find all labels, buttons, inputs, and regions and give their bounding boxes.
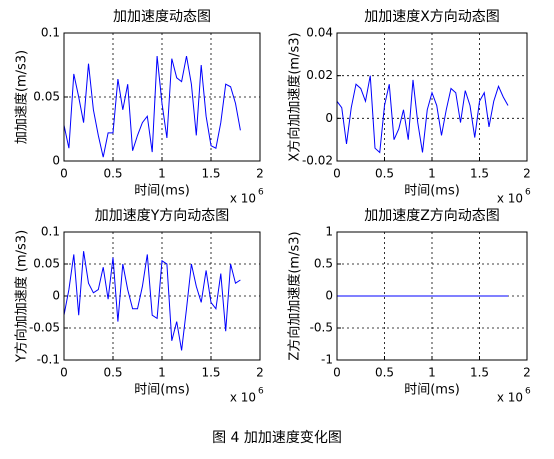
y-tick-label: 0.1 xyxy=(41,26,60,40)
y-axis-label: 加加速度(m/s3) xyxy=(14,50,30,144)
x-axis-label: 时间(ms) xyxy=(404,383,460,398)
x-tick-label: 0 xyxy=(60,366,68,380)
x-tick-label: 0 xyxy=(333,167,341,181)
y-tick-label: -0.1 xyxy=(37,353,60,367)
x-tick-label: 0 xyxy=(333,366,341,380)
y-tick-label: 0 xyxy=(52,289,60,303)
axes-box xyxy=(63,231,261,361)
x-tick-label: 2 xyxy=(523,167,531,181)
x-tick-label: 1.5 xyxy=(470,167,489,181)
y-tick-label: -0.02 xyxy=(302,154,333,168)
y-tick-label: 0.1 xyxy=(41,225,60,239)
x-scale-base: x 10 xyxy=(497,391,523,405)
x-scale-exponent: 6 xyxy=(525,188,531,198)
y-axis-label: Y方向加加速度 (m/s3) xyxy=(14,230,30,363)
chart-title: 加加速度X方向动态图 xyxy=(364,9,500,25)
y-axis-label: X方向加加速度(m/s3) xyxy=(287,32,303,161)
chart-title: 加加速度Z方向动态图 xyxy=(364,208,500,224)
y-tick-label: 0 xyxy=(325,289,333,303)
y-tick-label: 0.05 xyxy=(33,257,60,271)
data-line xyxy=(63,251,241,351)
x-tick-label: 1.5 xyxy=(470,366,489,380)
x-tick-label: 0.5 xyxy=(103,366,122,380)
x-scale-exponent: 6 xyxy=(525,387,531,397)
figure-caption: 图 4 加加速度变化图 xyxy=(212,430,342,446)
y-tick-label: 0 xyxy=(325,111,333,125)
axes-box xyxy=(336,231,528,361)
x-axis-label: 时间(ms) xyxy=(134,184,190,199)
y-tick-label: -0.5 xyxy=(310,321,333,335)
x-tick-label: 2 xyxy=(523,366,531,380)
plot-area xyxy=(337,33,527,161)
y-tick-label: -1 xyxy=(321,353,333,367)
x-tick-label: 1.5 xyxy=(201,366,220,380)
x-tick-label: 2 xyxy=(256,167,264,181)
data-line xyxy=(336,75,509,154)
chart-title: 加加速度动态图 xyxy=(113,9,211,25)
y-tick-label: 0.5 xyxy=(314,257,333,271)
x-tick-label: 1.5 xyxy=(201,167,220,181)
x-scale-base: x 10 xyxy=(497,192,523,206)
x-scale-exponent: 6 xyxy=(258,387,264,397)
x-tick-label: 1 xyxy=(428,366,436,380)
x-tick-label: 2 xyxy=(256,366,264,380)
x-tick-label: 1 xyxy=(158,366,166,380)
x-tick-label: 1 xyxy=(158,167,166,181)
x-scale-base: x 10 xyxy=(230,192,256,206)
y-tick-label: -0.05 xyxy=(29,321,60,335)
axes-box xyxy=(336,32,528,162)
x-tick-label: 0.5 xyxy=(103,167,122,181)
x-tick-label: 0.5 xyxy=(375,167,394,181)
x-tick-label: 0.5 xyxy=(375,366,394,380)
y-axis-label: Z方向加加速度(m/s3) xyxy=(287,231,303,360)
y-tick-label: 0.05 xyxy=(33,90,60,104)
chart-title: 加加速度Y方向动态图 xyxy=(95,208,230,224)
axes-box xyxy=(63,32,261,162)
y-tick-label: 0.04 xyxy=(306,26,333,40)
x-tick-label: 1 xyxy=(428,167,436,181)
x-axis-label: 时间(ms) xyxy=(134,383,190,398)
x-axis-label: 时间(ms) xyxy=(404,184,460,199)
y-tick-label: 0.02 xyxy=(306,68,333,82)
x-scale-base: x 10 xyxy=(230,391,256,405)
data-line xyxy=(63,55,241,158)
x-tick-label: 0 xyxy=(60,167,68,181)
y-tick-label: 0 xyxy=(52,154,60,168)
x-scale-exponent: 6 xyxy=(258,188,264,198)
y-tick-label: 1 xyxy=(325,225,333,239)
